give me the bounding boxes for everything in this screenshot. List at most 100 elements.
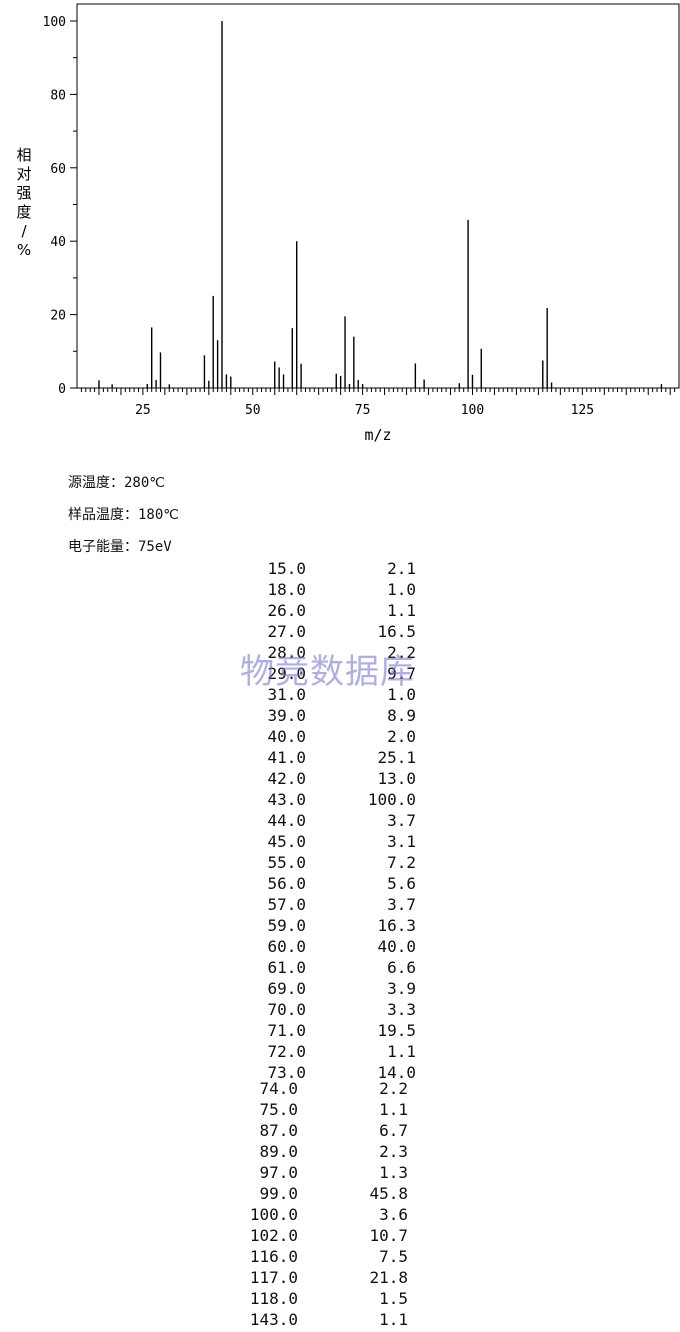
mz-value: 59.0 <box>267 916 306 935</box>
intensity-value: 21.8 <box>369 1268 408 1287</box>
intensity-value: 6.7 <box>379 1121 408 1140</box>
mz-value: 56.0 <box>267 874 306 893</box>
intensity-value: 7.2 <box>387 853 416 872</box>
intensity-value: 3.7 <box>387 895 416 914</box>
intensity-value: 3.7 <box>387 811 416 830</box>
intensity-value: 2.2 <box>387 643 416 662</box>
intensity-value: 25.1 <box>377 748 416 767</box>
intensity-value: 1.0 <box>387 685 416 704</box>
table-row: 43.0 100.0 <box>0 789 680 810</box>
mz-value: 41.0 <box>267 748 306 767</box>
y-axis-label: 相对强度/% <box>16 146 31 259</box>
intensity-value: 7.5 <box>379 1247 408 1266</box>
intensity-value: 10.7 <box>369 1226 408 1245</box>
table-row: 75.0 1.1 <box>0 1099 680 1120</box>
intensity-value: 19.5 <box>377 1021 416 1040</box>
mz-value: 60.0 <box>267 937 306 956</box>
table-row: 18.0 1.0 <box>0 579 680 600</box>
x-tick-label: 25 <box>135 403 151 418</box>
sample-temperature-value: 180℃ <box>138 507 180 523</box>
intensity-value: 16.5 <box>377 622 416 641</box>
table-row: 56.0 5.6 <box>0 873 680 894</box>
mz-value: 18.0 <box>267 580 306 599</box>
x-axis-label: m/z <box>364 426 391 444</box>
mz-value: 87.0 <box>259 1121 298 1140</box>
plot-frame <box>76 3 680 389</box>
mz-value: 71.0 <box>267 1021 306 1040</box>
mz-value: 42.0 <box>267 769 306 788</box>
y-tick-label: 60 <box>50 162 66 177</box>
table-row: 102.0 10.7 <box>0 1225 680 1246</box>
table-row: 118.0 1.5 <box>0 1288 680 1309</box>
mz-value: 27.0 <box>267 622 306 641</box>
mz-value: 97.0 <box>259 1163 298 1182</box>
intensity-value: 1.3 <box>379 1163 408 1182</box>
sample-temperature: 样品温度：180℃ <box>68 504 179 524</box>
table-row: 44.0 3.7 <box>0 810 680 831</box>
mz-value: 29.0 <box>267 664 306 683</box>
intensity-value: 1.1 <box>387 1042 416 1061</box>
table-row: 57.0 3.7 <box>0 894 680 915</box>
intensity-value: 9.7 <box>387 664 416 683</box>
table-row: 28.0 2.2 <box>0 642 680 663</box>
table-row: 100.0 3.6 <box>0 1204 680 1225</box>
mz-value: 31.0 <box>267 685 306 704</box>
table-row: 39.0 8.9 <box>0 705 680 726</box>
table-row: 15.0 2.1 <box>0 558 680 579</box>
mz-value: 45.0 <box>267 832 306 851</box>
intensity-value: 3.3 <box>387 1000 416 1019</box>
mz-value: 39.0 <box>267 706 306 725</box>
intensity-value: 40.0 <box>377 937 416 956</box>
table-row: 73.0 14.0 <box>0 1062 680 1083</box>
y-tick-label: 20 <box>50 309 66 324</box>
intensity-value: 3.9 <box>387 979 416 998</box>
mass-spectrum-chart: 0 20 40 60 80 100 25 50 75 100 125 m/z 相对强度/% <box>16 3 680 444</box>
table-row: 71.0 19.5 <box>0 1020 680 1041</box>
mz-value: 43.0 <box>267 790 306 809</box>
table-row: 87.0 6.7 <box>0 1120 680 1141</box>
table-row: 29.0 9.7 <box>0 663 680 684</box>
mz-value: 73.0 <box>267 1063 306 1082</box>
mz-value: 102.0 <box>249 1226 298 1245</box>
table-row: 27.0 16.5 <box>0 621 680 642</box>
source-temperature-value: 280℃ <box>124 475 166 491</box>
intensity-value: 2.2 <box>379 1079 408 1098</box>
mz-value: 143.0 <box>249 1310 298 1329</box>
mz-value: 99.0 <box>259 1184 298 1203</box>
mz-value: 118.0 <box>249 1289 298 1308</box>
table-row: 117.0 21.8 <box>0 1267 680 1288</box>
x-tick-label: 100 <box>461 403 484 418</box>
intensity-value: 2.3 <box>379 1142 408 1161</box>
table-row: 60.0 40.0 <box>0 936 680 957</box>
y-axis: 0 20 40 60 80 100 <box>43 15 77 397</box>
intensity-value: 3.1 <box>387 832 416 851</box>
intensity-value: 100.0 <box>367 790 416 809</box>
intensity-value: 1.1 <box>379 1100 408 1119</box>
x-tick-label: 125 <box>571 403 594 418</box>
y-tick-label: 100 <box>43 15 66 30</box>
table-row: 89.0 2.3 <box>0 1141 680 1162</box>
table-row: 45.0 3.1 <box>0 831 680 852</box>
mz-value: 57.0 <box>267 895 306 914</box>
y-tick-label: 0 <box>58 382 66 397</box>
intensity-value: 2.0 <box>387 727 416 746</box>
table-row: 42.0 13.0 <box>0 768 680 789</box>
source-temperature-label: 源温度： <box>68 475 124 491</box>
mz-value: 117.0 <box>249 1268 298 1287</box>
intensity-value: 6.6 <box>387 958 416 977</box>
table-row: 72.0 1.1 <box>0 1041 680 1062</box>
sample-temperature-label: 样品温度： <box>68 507 138 523</box>
table-row: 41.0 25.1 <box>0 747 680 768</box>
intensity-value: 5.6 <box>387 874 416 893</box>
table-row: 143.0 1.1 <box>0 1309 680 1330</box>
table-row: 74.0 2.2 <box>0 1078 680 1099</box>
y-tick-label: 40 <box>50 235 66 250</box>
watermark-text: 物竞数据库 <box>240 652 415 692</box>
peak-bars <box>98 21 663 388</box>
x-tick-label: 75 <box>355 403 371 418</box>
table-row: 40.0 2.0 <box>0 726 680 747</box>
mz-value: 72.0 <box>267 1042 306 1061</box>
intensity-value: 14.0 <box>377 1063 416 1082</box>
table-row: 59.0 16.3 <box>0 915 680 936</box>
table-row: 99.0 45.8 <box>0 1183 680 1204</box>
